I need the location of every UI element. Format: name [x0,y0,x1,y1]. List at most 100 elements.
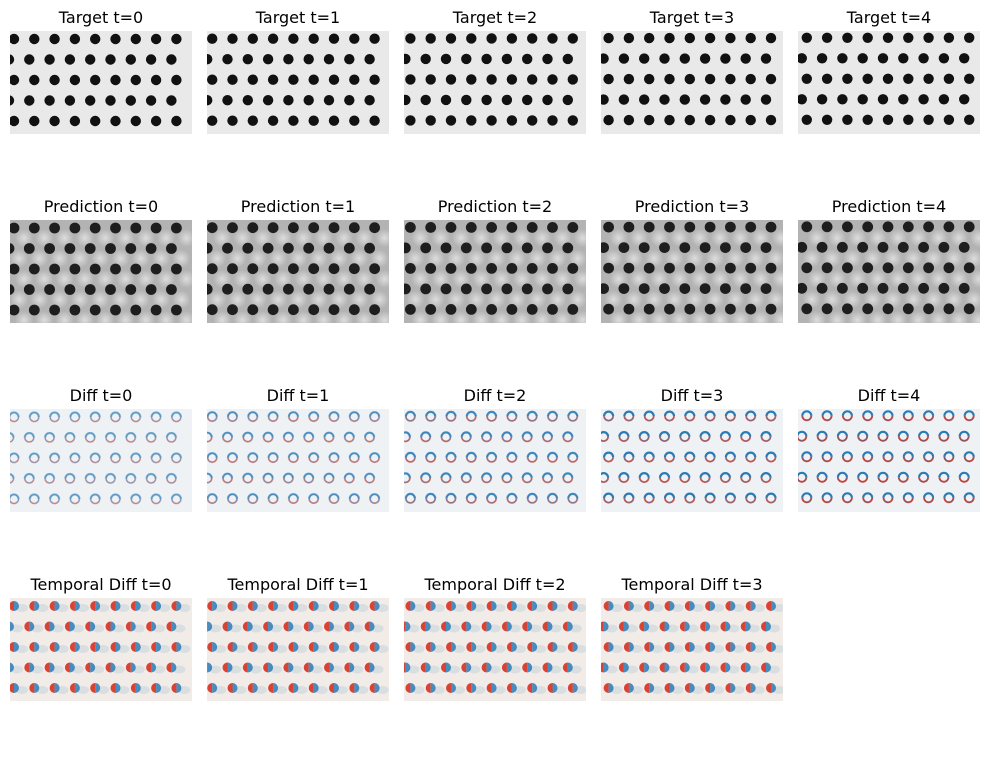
temporal-blue-half [293,601,299,611]
particle-dot [145,95,157,106]
temporal-red-half [349,642,355,652]
particle-dot [958,241,970,253]
particle-dot [288,74,299,85]
temporal-blue-half [14,683,19,693]
diff-ring [288,452,299,463]
particle-dot [481,242,492,254]
particle-dot [659,53,670,64]
particle-dot [369,222,380,234]
temporal-blue-half [14,642,19,652]
temporal-red-half [481,662,487,673]
temporal-red-half [369,642,375,652]
temporal-blue-half [29,621,35,632]
temporal-red-half [644,642,650,652]
particle-dot [740,242,752,253]
particle-dot [644,114,655,126]
temporal-blue-half [552,642,558,652]
particle-dot [798,94,807,105]
temporal-blue-half [29,662,35,673]
temporal-red-half [486,601,492,611]
temporal-blue-half [207,662,213,673]
temporal-red-half [90,683,96,693]
particle-dot [24,54,35,65]
particle-dot [943,262,955,274]
particle-dot [745,32,756,44]
particle-dot [837,282,848,294]
temporal-red-half [227,683,233,693]
particle-dot [821,262,833,274]
particle-dot [760,94,772,105]
particle-dot [943,114,955,126]
particle-dot [242,283,254,295]
diff-ring [207,452,218,463]
particle-dot [798,53,807,64]
temporal-red-half [527,683,533,693]
diff-ring [618,472,629,483]
particle-dot [405,74,416,85]
particle-dot [125,243,137,254]
temporal-red-half [10,642,14,652]
particle-dot [110,115,121,127]
temporal-red-half [420,662,426,673]
temporal-blue-half [110,662,116,673]
diff-ring [883,492,893,503]
diff-ring [420,473,431,483]
particle-dot [897,241,909,253]
temporal-red-half [263,662,269,673]
temporal-blue-half [232,601,238,611]
temporal-blue-half [486,621,492,632]
particle-dot [10,222,20,234]
diff-ring [166,432,177,443]
diff-ring [207,493,218,504]
particle-dot [567,304,579,315]
particle-dot [466,115,477,126]
diff-ring [883,451,893,462]
temporal-red-half [664,683,670,693]
diff-ring [522,473,533,483]
diff-ring [405,493,416,504]
particle-dot [90,33,101,45]
particle-dot [369,263,380,275]
diff-ring [761,472,771,483]
temporal-blue-half [405,662,411,673]
temporal-red-half [766,683,771,693]
temporal-red-half [364,621,370,632]
particle-dot [522,94,533,106]
particle-dot [765,303,777,315]
temporal-red-half [705,683,711,693]
temporal-red-half [207,642,213,652]
particle-dot [440,94,452,106]
panel-image-target-3 [601,31,783,134]
temporal-blue-half [110,621,116,632]
temporal-red-half [527,642,533,652]
panel-title-temporal-1: Temporal Diff t=1 [227,575,369,594]
diff-ring [725,411,736,421]
diff-ring [207,411,218,422]
particle-dot [923,303,934,315]
particle-dot [720,94,731,105]
temporal-blue-half [486,662,492,673]
temporal-red-half [720,662,726,673]
temporal-blue-half [649,683,655,693]
particle-dot [765,32,777,44]
particle-dot [227,263,238,275]
diff-ring [24,432,35,443]
particle-dot [684,73,695,85]
diff-ring [684,452,695,462]
diff-ring [344,432,355,443]
particle-dot [898,53,909,64]
particle-dot [623,221,635,233]
particle-dot [679,53,690,64]
particle-dot [623,303,635,315]
temporal-blue-half [349,662,355,673]
diff-ring [547,493,558,504]
temporal-red-half [268,683,274,693]
particle-dot [288,304,299,316]
particle-dot [440,53,452,65]
temporal-blue-half [151,662,157,673]
particle-dot [44,243,55,254]
particle-dot [623,32,635,44]
particle-dot [69,304,81,316]
particle-dot [125,54,136,65]
temporal-blue-half [644,662,650,673]
